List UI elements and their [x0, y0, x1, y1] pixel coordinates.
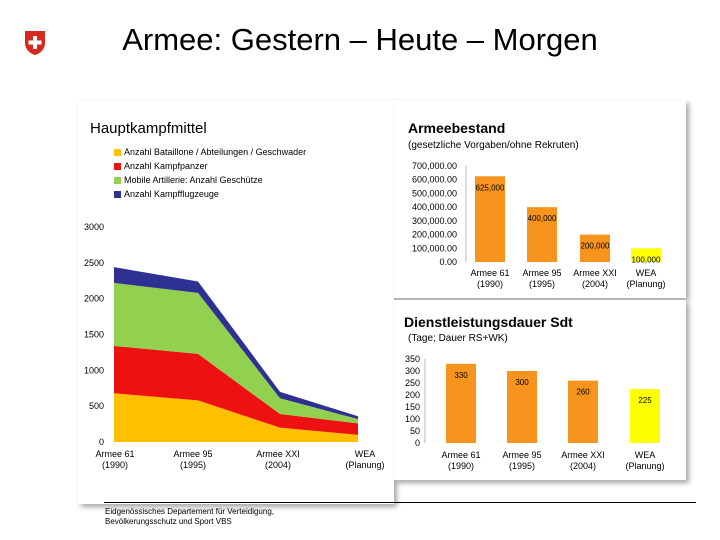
legend-label-4: Anzahl Kampfflugzeuge	[124, 189, 219, 199]
y-tick-label: 1500	[84, 330, 104, 340]
x-tick-label: Armee XXI (2004)	[256, 449, 300, 470]
dienstleistungsdauer-title: Dienstleistungsdauer Sdt	[404, 314, 573, 330]
dienstleistungsdauer-chart: 0 50 100 150 200 250 300 350 330 Armee 61 (1990) 30…	[405, 354, 665, 471]
x-tick-label: Armee XXI (2004)	[573, 268, 617, 289]
bar	[580, 234, 610, 262]
hauptkampfmittel-chart: Anzahl Bataillone / Abteilungen / Geschw…	[84, 147, 385, 470]
page-title: Armee: Gestern – Heute – Morgen	[122, 22, 598, 57]
bar	[446, 363, 476, 443]
bar-value-label: 625,000	[476, 183, 505, 192]
legend-label-2: Anzahl Kampfpanzer	[124, 161, 208, 171]
bar	[631, 248, 661, 262]
y-tick-label: 3000	[84, 222, 104, 232]
bar	[527, 207, 557, 262]
bar-value-label: 225	[638, 396, 652, 405]
x-tick-label: Armee 95 (1995)	[502, 450, 541, 471]
armeebestand-panel: Armeebestand (gesetzliche Vorgaben/ohne …	[394, 100, 686, 298]
y-tick-label: 0.00	[439, 257, 457, 267]
footer-line-2: Bevölkerungsschutz und Sport VBS	[105, 517, 232, 526]
x-tick-label: Armee 61 (1990)	[470, 268, 509, 289]
legend-swatch-3	[114, 177, 121, 184]
bar-value-label: 330	[454, 371, 468, 380]
bar	[475, 176, 505, 262]
area-series-1	[114, 393, 358, 442]
area-series-3	[114, 282, 358, 424]
y-tick-label: 150	[405, 402, 420, 412]
x-tick-label: WEA (Planung)	[345, 449, 384, 470]
footer-divider	[104, 502, 696, 503]
x-tick-label: WEA (Planung)	[626, 268, 665, 289]
y-tick-label: 0	[415, 438, 420, 448]
bar-value-label: 260	[576, 388, 590, 397]
legend-label-1: Anzahl Bataillone / Abteilungen / Geschw…	[124, 147, 306, 157]
y-tick-label: 50	[410, 426, 420, 436]
y-tick-label: 1000	[84, 365, 104, 375]
y-tick-label: 300	[405, 366, 420, 376]
y-tick-label: 500	[89, 401, 104, 411]
dienstleistungsdauer-subtitle: (Tage; Dauer RS+WK)	[408, 333, 508, 344]
armeebestand-chart: 0.00 100,000.00 200,000.00 300,000.00 400,00…	[412, 161, 666, 289]
x-tick-label: Armee 61 (1990)	[95, 449, 134, 470]
area-series-2	[114, 345, 358, 435]
y-tick-label: 100	[405, 414, 420, 424]
legend-swatch-4	[114, 191, 121, 198]
y-tick-label: 700,000.00	[412, 161, 457, 171]
swiss-coat-of-arms-logo	[25, 31, 45, 55]
hauptkampfmittel-panel: Hauptkampfmittel Anzahl Bataillone / Abt…	[78, 100, 394, 504]
legend-label-3: Mobile Artillerie: Anzahl Geschütze	[124, 175, 263, 185]
legend-swatch-2	[114, 163, 121, 170]
y-tick-label: 2500	[84, 258, 104, 268]
x-tick-label: Armee 95 (1995)	[173, 449, 212, 470]
legend-swatch-1	[114, 149, 121, 156]
armeebestand-title: Armeebestand	[408, 120, 506, 136]
y-tick-label: 600,000.00	[412, 175, 457, 185]
bar-value-label: 100,000	[632, 255, 661, 264]
footer-text: Eidgenössisches Departement für Verteidi…	[105, 507, 365, 527]
footer-line-1: Eidgenössisches Departement für Verteidi…	[105, 507, 274, 516]
x-tick-label: Armee 95 (1995)	[522, 268, 561, 289]
y-tick-label: 400,000.00	[412, 202, 457, 212]
x-tick-label: WEA (Planung)	[625, 450, 664, 471]
bar-value-label: 200,000	[581, 242, 610, 251]
y-tick-label: 350	[405, 354, 420, 364]
y-tick-label: 100,000.00	[412, 243, 457, 253]
dienstleistungsdauer-panel: Dienstleistungsdauer Sdt (Tage; Dauer RS…	[394, 300, 686, 480]
y-tick-label: 200,000.00	[412, 230, 457, 240]
x-tick-label: Armee 61 (1990)	[441, 450, 480, 471]
bar-value-label: 300	[515, 378, 529, 387]
area-series-4	[114, 267, 358, 420]
bar-value-label: 400,000	[528, 214, 557, 223]
bar	[630, 389, 660, 443]
y-tick-label: 250	[405, 378, 420, 388]
y-tick-label: 0	[99, 437, 104, 447]
armeebestand-subtitle: (gesetzliche Vorgaben/ohne Rekruten)	[408, 140, 579, 151]
hauptkampfmittel-title: Hauptkampfmittel	[90, 120, 207, 137]
y-tick-label: 2000	[84, 294, 104, 304]
y-tick-label: 200	[405, 390, 420, 400]
bar	[507, 371, 537, 443]
bar	[568, 380, 598, 443]
x-tick-label: Armee XXI (2004)	[561, 450, 605, 471]
y-tick-label: 300,000.00	[412, 216, 457, 226]
y-tick-label: 500,000.00	[412, 188, 457, 198]
